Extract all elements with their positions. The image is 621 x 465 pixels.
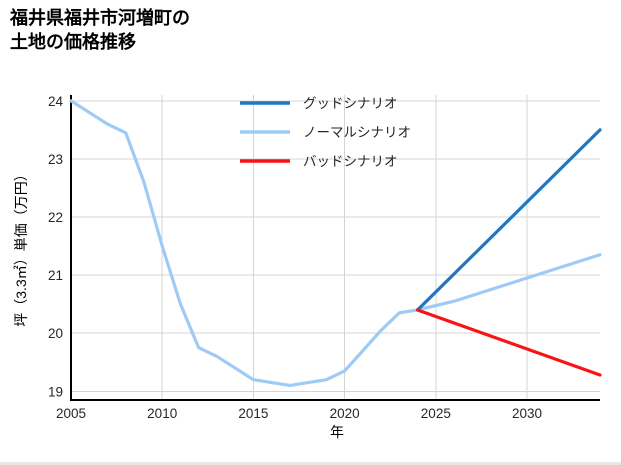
gridlines-group — [71, 100, 600, 392]
footer-divider — [0, 462, 621, 465]
y-tick-22: 22 — [48, 210, 63, 225]
vertical-gridlines-group — [161, 95, 528, 400]
series-group — [69, 99, 602, 388]
y-tick-19: 19 — [48, 384, 63, 399]
x-tick-2020: 2020 — [330, 406, 360, 421]
x-tick-2005: 2005 — [56, 406, 86, 421]
legend-label-2: バッドシナリオ — [303, 154, 398, 169]
page-title: 福井県福井市河増町の 土地の価格推移 — [10, 8, 190, 53]
x-tick-labels: 2005 2010 2015 2020 2025 2030 — [56, 406, 542, 421]
x-axis-title: 年 — [330, 424, 344, 440]
y-tick-21: 21 — [48, 268, 63, 283]
series-グッドシナリオ — [415, 128, 602, 312]
y-axis-title: 坪（3.3㎡）単価（万円） — [13, 167, 29, 326]
y-tick-24: 24 — [48, 94, 64, 109]
y-tick-23: 23 — [48, 152, 63, 167]
y-tick-20: 20 — [48, 326, 63, 341]
y-tick-labels: 19 20 21 22 23 24 — [48, 94, 64, 399]
x-tick-2010: 2010 — [147, 406, 177, 421]
x-tick-2015: 2015 — [238, 406, 268, 421]
x-tick-2025: 2025 — [421, 406, 451, 421]
series-ノーマルシナリオ — [69, 99, 602, 388]
legend-label-0: グッドシナリオ — [303, 96, 398, 111]
legend-label-1: ノーマルシナリオ — [303, 125, 411, 140]
x-tick-2030: 2030 — [512, 406, 542, 421]
series-バッドシナリオ — [415, 308, 602, 377]
